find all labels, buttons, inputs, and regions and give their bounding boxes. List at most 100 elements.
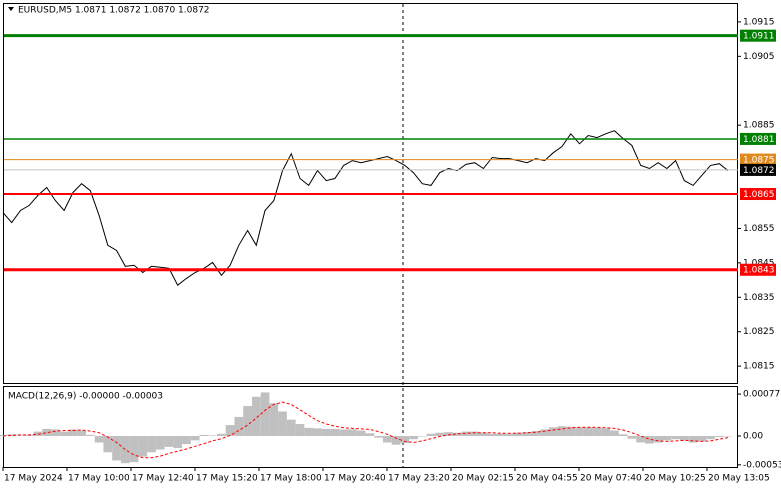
histogram-bar xyxy=(679,435,689,441)
x-tick-label: 17 May 18:00 xyxy=(260,474,322,484)
histogram-bar xyxy=(182,435,191,445)
y-tick-label: 1.0885 xyxy=(743,121,775,131)
histogram-bar xyxy=(190,435,200,441)
histogram-bar xyxy=(260,392,270,436)
y-tick-label: 1.0835 xyxy=(743,293,775,303)
histogram-bar xyxy=(479,432,488,436)
histogram-bar xyxy=(24,434,34,436)
level-label: 1.0875 xyxy=(743,156,775,166)
histogram-bar xyxy=(278,411,287,436)
histogram-bar xyxy=(662,435,672,441)
histogram-bar xyxy=(321,428,331,436)
histogram-bar xyxy=(688,435,698,443)
histogram-bar xyxy=(505,433,514,436)
histogram-bar xyxy=(487,433,497,436)
x-tick-label: 17 May 15:20 xyxy=(196,474,258,484)
histogram-bar xyxy=(356,430,366,436)
y-tick-label: 1.0845 xyxy=(743,258,775,268)
histogram-bar xyxy=(374,435,383,438)
y-tick-label: 1.0815 xyxy=(743,362,775,372)
level-label-box xyxy=(740,132,776,145)
x-tick-label: 17 May 2024 xyxy=(4,474,63,484)
histogram-bar xyxy=(470,431,480,436)
signal-line xyxy=(2,401,729,459)
x-tick-label: 20 May 04:55 xyxy=(516,474,578,484)
price-line xyxy=(2,130,729,286)
histogram-bar xyxy=(627,435,637,439)
chart-title: EURUSD,M5 1.0871 1.0872 1.0870 1.0872 xyxy=(18,6,210,16)
histogram-bar xyxy=(330,428,340,436)
histogram-bar xyxy=(348,429,357,436)
histogram-bar xyxy=(68,429,78,436)
histogram-bar xyxy=(496,433,506,436)
histogram-bar xyxy=(592,427,602,436)
histogram-bar xyxy=(112,435,121,461)
histogram-bar xyxy=(522,432,532,436)
level-label-box xyxy=(740,163,776,176)
x-tick-label: 20 May 02:15 xyxy=(452,474,514,484)
histogram-bar xyxy=(85,434,95,436)
histogram-bar xyxy=(365,433,375,436)
histogram-bar xyxy=(313,428,322,436)
histogram-bar xyxy=(671,435,680,440)
histogram-bar xyxy=(391,435,401,445)
histogram-bar xyxy=(610,430,619,436)
histogram-bar xyxy=(714,435,724,438)
histogram-bar xyxy=(77,430,86,436)
histogram-bar xyxy=(138,435,148,457)
histogram-bar xyxy=(234,416,244,436)
y-tick-label: 0.00 xyxy=(743,431,763,441)
y-tick-label: -0.00053 xyxy=(743,460,781,470)
histogram-bar xyxy=(417,435,427,437)
histogram-bar xyxy=(155,435,165,450)
histogram-bar xyxy=(548,427,558,436)
histogram-bar xyxy=(339,429,349,436)
histogram-bar xyxy=(286,419,296,436)
histogram-bar xyxy=(147,435,156,453)
level-label: 1.0872 xyxy=(743,166,775,176)
histogram-bar xyxy=(697,435,707,442)
histogram-bar xyxy=(16,435,25,436)
histogram-bar xyxy=(409,435,418,440)
histogram-bar xyxy=(0,434,8,436)
histogram-bar xyxy=(59,431,69,436)
dropdown-icon xyxy=(8,7,14,11)
x-tick-label: 17 May 12:40 xyxy=(132,474,194,484)
histogram-bar xyxy=(645,435,654,444)
histogram-bar xyxy=(636,435,646,443)
level-label: 1.0911 xyxy=(743,32,775,42)
histogram-bar xyxy=(173,435,183,448)
histogram-bar xyxy=(461,431,471,436)
histogram-bar xyxy=(251,396,261,436)
level-label: 1.0865 xyxy=(743,190,775,200)
histogram-bar xyxy=(618,434,628,436)
histogram-bar xyxy=(566,426,576,436)
histogram-bar xyxy=(426,433,436,436)
level-label-box xyxy=(740,188,776,201)
histogram-bar xyxy=(653,435,663,443)
histogram-bar xyxy=(51,429,60,436)
histogram-bar xyxy=(164,435,174,447)
macd-title: MACD(12,26,9) -0.00000 -0.00003 xyxy=(8,392,163,402)
histogram-bar xyxy=(435,432,445,436)
histogram-bar xyxy=(452,432,462,436)
histogram-bar xyxy=(129,435,139,463)
x-tick-label: 17 May 10:00 xyxy=(68,474,130,484)
macd-frame xyxy=(3,386,738,468)
histogram-bar xyxy=(444,432,453,436)
y-tick-label: 0.00077 xyxy=(743,390,780,400)
histogram-bar xyxy=(7,434,17,436)
histogram-bar xyxy=(304,427,314,436)
level-label-box xyxy=(740,29,776,42)
y-tick-label: 1.0825 xyxy=(743,327,775,337)
histogram-bar xyxy=(575,427,584,436)
histogram-bar xyxy=(400,435,410,444)
histogram-bar xyxy=(382,435,392,443)
x-tick-label: 17 May 20:40 xyxy=(324,474,386,484)
histogram-bar xyxy=(94,435,104,443)
x-tick-label: 20 May 10:25 xyxy=(644,474,706,484)
histogram-bar xyxy=(243,406,252,436)
x-tick-label: 20 May 07:40 xyxy=(580,474,642,484)
